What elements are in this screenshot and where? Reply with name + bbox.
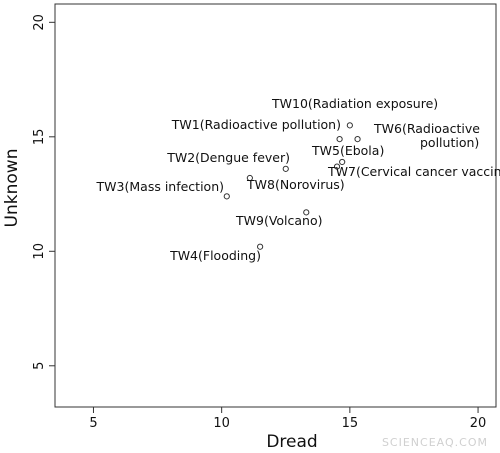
point-label: TW3(Mass infection) xyxy=(96,179,224,194)
point-label: TW4(Flooding) xyxy=(169,248,261,263)
y-tick-label: 10 xyxy=(32,243,47,260)
data-point xyxy=(282,165,289,172)
x-tick-label: 5 xyxy=(89,416,97,431)
data-point xyxy=(336,135,343,143)
x-axis: 5 10 15 20 xyxy=(89,407,486,431)
point-labels: TW1(Radioactive pollution) TW2(Dengue fev… xyxy=(96,96,500,263)
plot-frame xyxy=(54,3,497,408)
y-tick-label: 5 xyxy=(32,362,47,370)
x-tick-label: 10 xyxy=(213,416,230,431)
y-axis: 5 10 15 20 xyxy=(32,14,55,370)
data-point xyxy=(246,174,253,182)
y-tick-label: 20 xyxy=(32,14,47,31)
data-point xyxy=(303,209,310,216)
data-point xyxy=(346,122,353,129)
data-point xyxy=(257,243,264,250)
data-points xyxy=(223,122,361,250)
x-axis-label: Dread xyxy=(266,432,317,452)
x-tick-label: 20 xyxy=(470,416,487,431)
watermark-text: SCIENCEAQ.COM xyxy=(382,436,488,449)
point-label: TW6(Radioactive pollution) xyxy=(373,121,480,150)
data-point xyxy=(339,158,346,166)
data-point xyxy=(354,135,361,143)
point-label: TW2(Dengue fever) xyxy=(166,150,290,165)
x-tick-label: 15 xyxy=(342,416,359,431)
data-point xyxy=(223,193,230,200)
point-label: TW1(Radioactive pollution) xyxy=(171,117,341,132)
point-label: TW9(Volcano) xyxy=(235,213,323,228)
point-label: TW8(Norovirus) xyxy=(246,177,345,192)
data-point xyxy=(333,163,341,170)
point-label: TW7(Cervical cancer vaccine) xyxy=(327,164,500,179)
y-axis-label: Unknown xyxy=(2,149,22,228)
point-label: TW10(Radiation exposure) xyxy=(271,96,438,111)
y-tick-label: 15 xyxy=(32,129,47,146)
point-label: TW5(Ebola) xyxy=(311,143,384,158)
